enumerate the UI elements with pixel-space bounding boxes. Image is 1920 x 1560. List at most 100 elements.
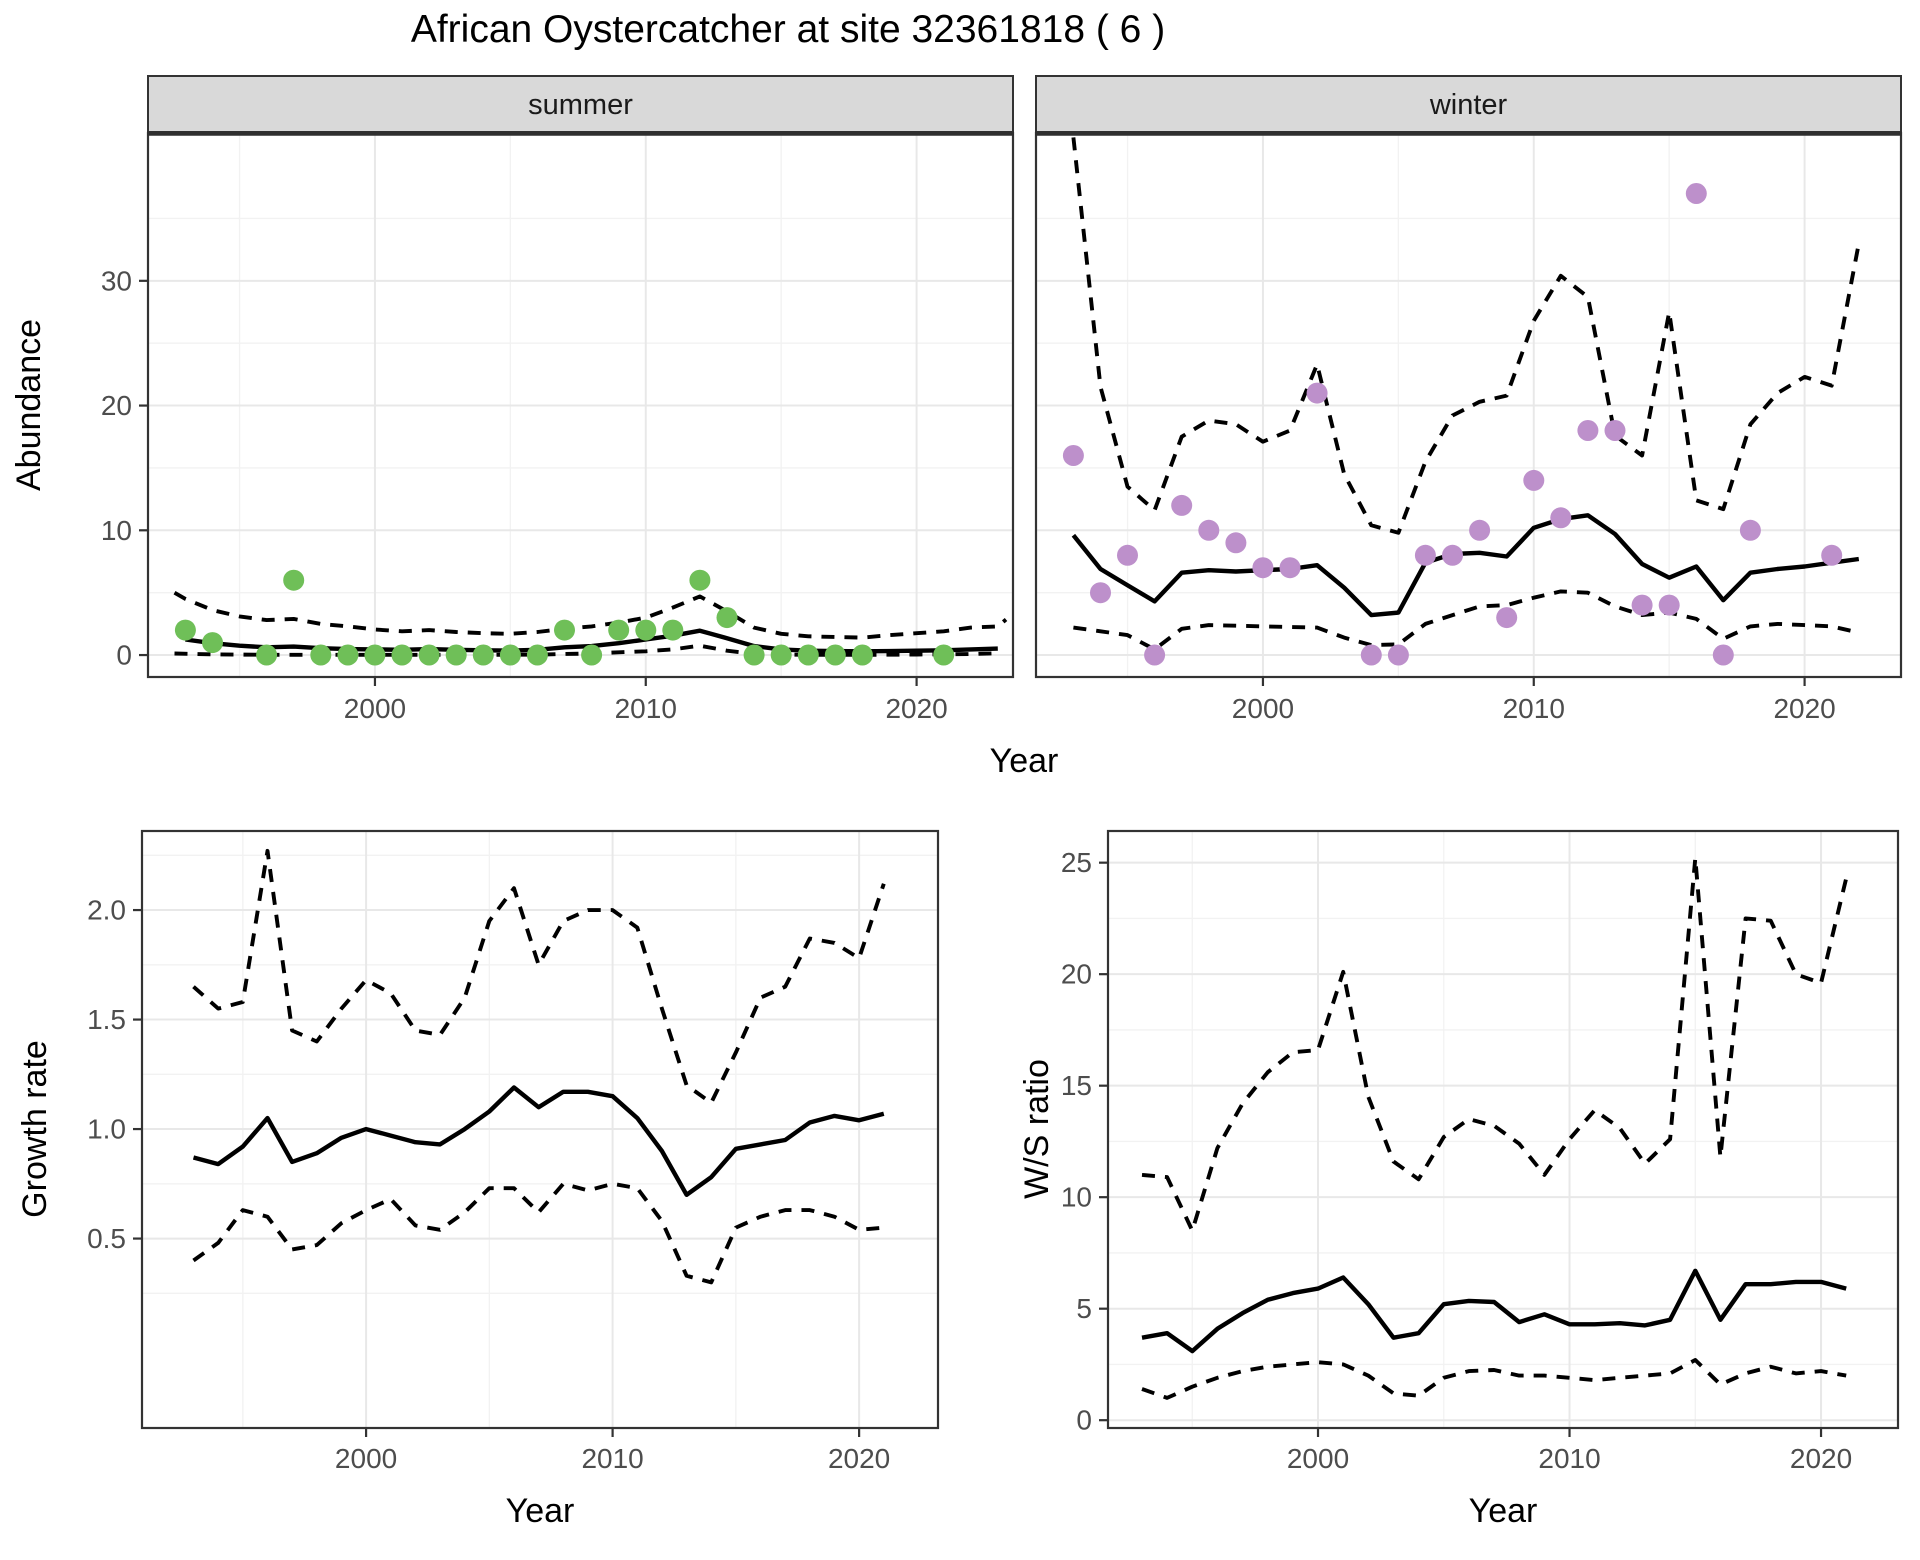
series-lower-bound-ws bbox=[1141, 1358, 1847, 1400]
data-point bbox=[283, 569, 305, 591]
x-tick-label: 2010 bbox=[615, 693, 677, 724]
data-point bbox=[581, 644, 603, 666]
panel-ws: 2000 2010 2020 0 5 10 15 20 25 bbox=[1061, 829, 1900, 1474]
x-axis-title-top: Year bbox=[990, 742, 1059, 780]
data-point bbox=[499, 644, 521, 666]
data-point bbox=[310, 644, 332, 666]
data-point bbox=[1225, 532, 1247, 554]
data-point bbox=[364, 644, 386, 666]
y-tick-label: 0 bbox=[1076, 1405, 1092, 1436]
series-lower-bound-growth bbox=[192, 1181, 884, 1285]
data-point bbox=[1523, 469, 1545, 491]
data-point bbox=[689, 569, 711, 591]
data-point bbox=[1631, 594, 1653, 616]
data-point bbox=[1117, 544, 1138, 566]
x-tick-label: 2010 bbox=[1503, 693, 1565, 724]
series-estimate-winter bbox=[1071, 513, 1860, 618]
data-point bbox=[635, 619, 657, 641]
series-lower-bound-winter bbox=[1073, 589, 1860, 652]
gridlines bbox=[148, 133, 1013, 677]
y-tick-label: 25 bbox=[1061, 847, 1092, 878]
data-point bbox=[1144, 644, 1166, 666]
x-tick-label: 2000 bbox=[344, 693, 406, 724]
y-tick-label: 20 bbox=[101, 390, 132, 421]
data-point bbox=[1658, 594, 1680, 616]
data-point bbox=[933, 644, 955, 666]
series-upper-bound-summer bbox=[173, 591, 1008, 640]
data-point bbox=[1171, 494, 1193, 516]
y-tick-label: 1.5 bbox=[87, 1004, 126, 1035]
x-tick-label: 2010 bbox=[1538, 1443, 1600, 1474]
data-point bbox=[526, 644, 548, 666]
y-tick-label: 5 bbox=[1076, 1293, 1092, 1324]
facet-strip-winter bbox=[1035, 75, 1902, 133]
y-tick-label: 1.0 bbox=[87, 1114, 126, 1145]
data-points-summer bbox=[174, 569, 955, 666]
y-tick-label: 20 bbox=[1061, 959, 1092, 990]
data-point bbox=[1279, 557, 1301, 579]
data-point bbox=[174, 619, 196, 641]
data-points-winter bbox=[1062, 183, 1843, 666]
data-point bbox=[824, 644, 846, 666]
data-point bbox=[1442, 544, 1463, 566]
data-point bbox=[1496, 607, 1518, 629]
y-axis-title-growth: Growth rate bbox=[16, 1040, 54, 1218]
y-tick-label: 15 bbox=[1061, 1070, 1092, 1101]
y-tick-label: 30 bbox=[101, 265, 132, 296]
data-point bbox=[1090, 582, 1111, 604]
x-tick-label: 2000 bbox=[1232, 693, 1294, 724]
data-point bbox=[1198, 519, 1220, 541]
data-point bbox=[445, 644, 467, 666]
plot-area-summer bbox=[173, 569, 1008, 666]
facet-label-summer: summer bbox=[528, 89, 633, 121]
data-point bbox=[716, 607, 738, 629]
y-tick-label: 2.0 bbox=[87, 895, 126, 926]
y-tick-label: 10 bbox=[101, 515, 132, 546]
y-tick-label: 10 bbox=[1061, 1182, 1092, 1213]
data-point bbox=[1739, 519, 1761, 541]
series-upper-bound-growth bbox=[192, 848, 886, 1105]
data-point bbox=[851, 644, 873, 666]
series-upper-bound-ws bbox=[1141, 856, 1849, 1233]
plot-area-winter bbox=[1062, 137, 1861, 666]
data-point bbox=[743, 644, 765, 666]
x-tick-label: 2020 bbox=[828, 1443, 890, 1474]
data-point bbox=[391, 644, 413, 666]
data-point bbox=[1387, 644, 1409, 666]
x-tick-label: 2000 bbox=[335, 1443, 397, 1474]
x-axis-title-growth: Year bbox=[506, 1492, 575, 1530]
plot-area-growth bbox=[192, 848, 886, 1285]
data-point bbox=[662, 619, 684, 641]
y-tick-label: 0 bbox=[116, 640, 132, 671]
facet-strip-summer bbox=[147, 75, 1014, 133]
data-point bbox=[770, 644, 792, 666]
x-tick-label: 2020 bbox=[1773, 693, 1835, 724]
data-point bbox=[1821, 544, 1843, 566]
chart-title: African Oystercatcher at site 32361818 (… bbox=[410, 8, 1166, 51]
data-point bbox=[1062, 445, 1084, 466]
data-point bbox=[1360, 644, 1382, 666]
data-point bbox=[797, 644, 819, 666]
y-axis-title-abundance: Abundance bbox=[10, 319, 48, 491]
data-point bbox=[1604, 420, 1626, 441]
data-point bbox=[608, 619, 630, 641]
x-tick-label: 2000 bbox=[1287, 1443, 1349, 1474]
data-point bbox=[1550, 507, 1572, 529]
x-axis-title-ws: Year bbox=[1469, 1492, 1538, 1530]
x-tick-label: 2010 bbox=[581, 1443, 643, 1474]
y-axis-title-ws: W/S ratio bbox=[1018, 1059, 1056, 1199]
data-point bbox=[202, 632, 223, 654]
x-tick-label: 2020 bbox=[1790, 1443, 1852, 1474]
series-lower-bound-summer bbox=[174, 643, 998, 657]
data-point bbox=[472, 644, 494, 666]
data-point bbox=[418, 644, 440, 666]
y-tick-label: 0.5 bbox=[87, 1223, 126, 1254]
data-point bbox=[1577, 420, 1599, 441]
data-point bbox=[1414, 544, 1436, 566]
panel-summer: summer 2000 2010 2020 0 10 20 30 bbox=[101, 75, 1015, 724]
series-estimate-growth bbox=[192, 1085, 885, 1197]
data-point bbox=[1712, 644, 1734, 666]
data-point bbox=[1469, 519, 1491, 541]
